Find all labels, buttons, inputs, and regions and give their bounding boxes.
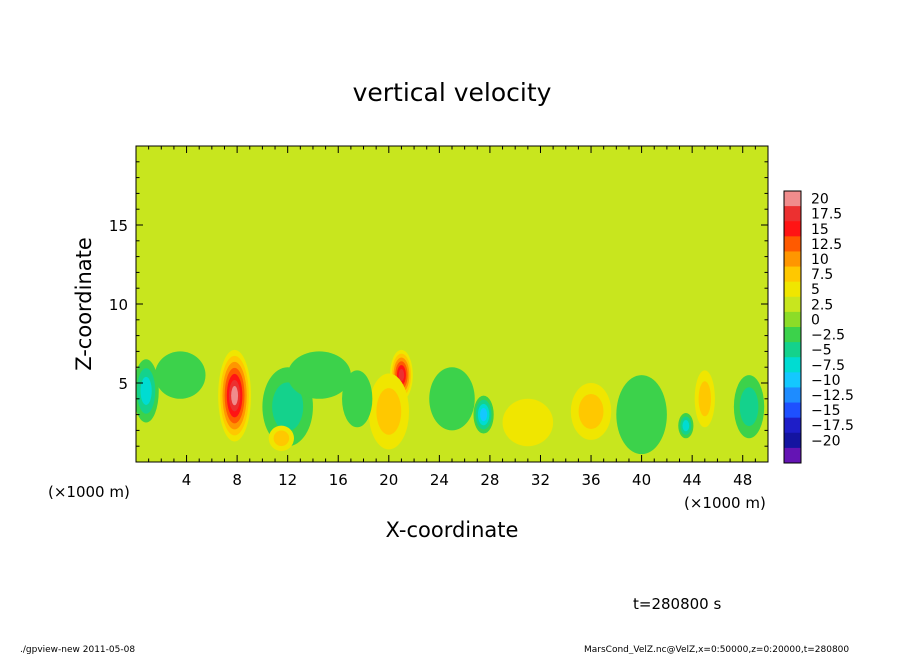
feature-band [698, 381, 712, 417]
velocity-feature [287, 351, 351, 399]
x-tick-label: 16 [329, 471, 348, 489]
velocity-feature [616, 375, 667, 455]
colorbar-swatch [784, 296, 801, 313]
feature-band [502, 398, 554, 447]
velocity-feature [342, 370, 373, 428]
velocity-feature [733, 375, 765, 439]
colorbar-swatch [784, 402, 801, 419]
velocity-feature [218, 349, 252, 442]
x-tick-label: 40 [632, 471, 651, 489]
colorbar-swatch [784, 327, 801, 343]
velocity-feature [268, 425, 294, 451]
colorbar-label: −7.5 [811, 358, 845, 374]
colorbar-label: 2.5 [811, 297, 833, 313]
velocity-feature [502, 398, 554, 447]
colorbar-label: 5 [811, 282, 820, 298]
x-tick-label: 24 [430, 471, 449, 489]
colorbar-swatch [784, 372, 801, 388]
feature-band [616, 375, 667, 455]
colorbar-swatch [784, 191, 801, 207]
x-unit-label-right: (×1000 m) [684, 494, 766, 512]
colorbar-swatch [784, 387, 801, 404]
colorbar-label: 12.5 [811, 237, 842, 253]
heatmap-area [136, 146, 768, 462]
velocity-feature [368, 373, 410, 450]
x-tick-label: 4 [182, 471, 192, 489]
colorbar-label: −5 [811, 343, 832, 359]
feature-band [578, 393, 604, 429]
colorbar-label: 15 [811, 222, 829, 238]
feature-band [140, 376, 152, 405]
colorbar-swatch [784, 281, 801, 298]
colorbar-label: 7.5 [811, 267, 833, 283]
velocity-feature [154, 351, 206, 399]
x-tick-label: 32 [531, 471, 550, 489]
footer-right: MarsCond_VelZ.nc@VelZ,x=0:50000,z=0:2000… [584, 645, 849, 654]
time-label: t=280800 s [633, 595, 721, 613]
feature-band [154, 351, 206, 399]
feature-band [682, 420, 690, 432]
x-tick-label: 28 [480, 471, 499, 489]
y-tick-label: 10 [109, 296, 128, 314]
x-tick-label: 44 [683, 471, 702, 489]
colorbar-label: −20 [811, 433, 841, 449]
colorbar-swatch [784, 447, 801, 464]
colorbar: 2017.51512.5107.552.50−2.5−5−7.5−10−12.5… [783, 190, 854, 464]
velocity-feature [136, 359, 159, 423]
feature-band [272, 382, 304, 432]
colorbar-swatch [784, 342, 801, 358]
feature-band [376, 388, 402, 435]
feature-band [739, 387, 759, 427]
feature-band [398, 368, 405, 382]
colorbar-label: 10 [811, 252, 829, 268]
colorbar-label: −17.5 [811, 418, 854, 434]
x-tick-label: 8 [232, 471, 242, 489]
colorbar-swatch [784, 417, 801, 434]
colorbar-swatch [784, 221, 801, 237]
y-axis-label: Z-coordinate [72, 237, 96, 371]
colorbar-label: −15 [811, 403, 841, 419]
chart-title: vertical velocity [353, 78, 552, 107]
footer-left: ./gpview-new 2011-05-08 [20, 645, 135, 654]
feature-band [480, 408, 488, 422]
feature-band [429, 367, 475, 431]
velocity-feature [570, 383, 612, 440]
colorbar-label: −2.5 [811, 328, 845, 344]
velocity-feature [694, 370, 715, 428]
colorbar-swatch [784, 251, 801, 268]
velocity-feature [473, 395, 494, 434]
feature-band [342, 370, 373, 428]
colorbar-frame [783, 190, 802, 464]
feature-band [231, 385, 239, 406]
colorbar-label: 17.5 [811, 207, 842, 223]
velocity-feature [678, 413, 694, 439]
colorbar-label: 20 [811, 192, 829, 208]
x-tick-label: 48 [733, 471, 752, 489]
feature-band [273, 430, 290, 447]
y-axis-ticks: 5 10 15 [109, 161, 768, 447]
feature-band [287, 351, 351, 399]
velocity-feature [429, 367, 475, 431]
x-axis-ticks: 4 8 12 16 20 24 28 32 36 40 44 48 [148, 146, 756, 489]
colorbar-swatch [784, 311, 801, 328]
velocity-features [136, 349, 765, 455]
x-unit-label-left: (×1000 m) [48, 483, 130, 501]
colorbar-label: 0 [811, 312, 820, 328]
x-tick-label: 12 [278, 471, 297, 489]
colorbar-swatch [784, 357, 801, 373]
y-tick-label: 15 [109, 217, 128, 235]
x-tick-label: 36 [581, 471, 600, 489]
colorbar-swatch [784, 236, 801, 252]
colorbar-label: −10 [811, 373, 841, 389]
colorbar-swatch [784, 266, 801, 283]
y-tick-label: 5 [118, 375, 128, 393]
x-axis-label: X-coordinate [386, 518, 519, 542]
x-tick-label: 20 [379, 471, 398, 489]
colorbar-swatch [784, 206, 801, 222]
colorbar-swatch [784, 432, 801, 449]
colorbar-label: −12.5 [811, 388, 854, 404]
